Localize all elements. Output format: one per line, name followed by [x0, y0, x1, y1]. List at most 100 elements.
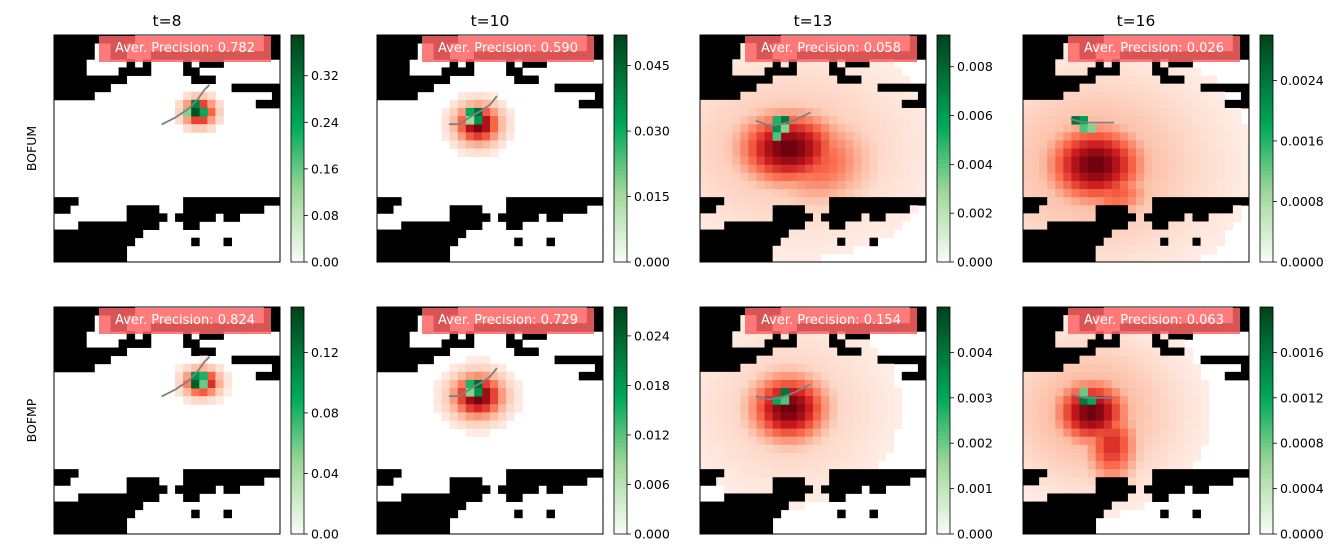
heatmap-cell: [441, 221, 451, 230]
heatmap-cell: [780, 140, 790, 149]
heatmap-cell: [837, 59, 846, 68]
heatmap-cell: [393, 35, 402, 44]
heatmap-cell: [1023, 156, 1032, 166]
heatmap-cell: [877, 444, 887, 454]
heatmap-cell: [223, 379, 232, 389]
heatmap-cell: [1031, 189, 1040, 198]
heatmap-cell: [70, 91, 79, 101]
heatmap-cell: [1087, 75, 1097, 85]
heatmap-cell: [1184, 412, 1193, 421]
heatmap-cell: [1087, 213, 1097, 222]
heatmap-cell: [813, 213, 822, 222]
heatmap-cell: [183, 363, 192, 373]
heatmap-cell: [861, 404, 870, 413]
heatmap-cell: [796, 164, 806, 174]
heatmap-cell: [1184, 213, 1193, 222]
heatmap-cell: [1031, 140, 1040, 149]
heatmap-cell: [481, 428, 491, 438]
heatmap-cell: [813, 339, 822, 348]
heatmap-cell: [1031, 180, 1040, 190]
heatmap-cell: [788, 412, 798, 421]
heatmap-cell: [829, 245, 838, 255]
heatmap-cell: [255, 83, 265, 93]
heatmap-cell: [700, 124, 709, 133]
heatmap-cell: [449, 493, 459, 502]
heatmap-cell: [1240, 315, 1250, 324]
heatmap-cell: [1127, 237, 1137, 247]
heatmap-cell: [708, 35, 717, 44]
heatmap-cell: [716, 221, 725, 230]
heatmap-cell: [1047, 156, 1056, 166]
heatmap-cell: [1079, 229, 1088, 239]
heatmap-cell: [1079, 253, 1088, 263]
heatmap-cell: [1111, 189, 1121, 198]
heatmap-cell: [748, 197, 757, 206]
heatmap-cell: [1152, 428, 1161, 438]
heatmap-cell: [1071, 229, 1080, 239]
heatmap-cell: [401, 253, 410, 263]
heatmap-cell: [457, 116, 467, 125]
heatmap-cell: [1039, 436, 1048, 446]
heatmap-cell: [885, 83, 895, 93]
heatmap-cell: [1119, 347, 1129, 357]
ground-truth-cell: [772, 132, 782, 141]
heatmap-cell: [1095, 253, 1105, 263]
heatmap-cell: [1144, 436, 1153, 446]
heatmap-cell: [231, 197, 241, 206]
heatmap-cell: [1192, 396, 1201, 405]
heatmap-cell: [821, 396, 830, 405]
heatmap-cell: [1240, 371, 1250, 381]
heatmap-cell: [1079, 221, 1088, 230]
heatmap-cell: [1208, 148, 1218, 158]
heatmap-cell: [861, 229, 870, 239]
heatmap-cell: [247, 197, 257, 206]
heatmap-cell: [1071, 412, 1080, 421]
heatmap-cell: [853, 469, 862, 478]
heatmap-cell: [62, 83, 71, 93]
heatmap-cell: [780, 412, 790, 421]
heatmap-cell: [498, 99, 507, 109]
heatmap-cell: [1127, 388, 1137, 397]
heatmap-cell: [1127, 436, 1137, 446]
heatmap-cell: [1047, 379, 1056, 389]
heatmap-cell: [1023, 315, 1032, 324]
heatmap-cell: [1071, 172, 1080, 182]
heatmap-cell: [861, 172, 870, 182]
heatmap-cell: [207, 469, 216, 478]
heatmap-cell: [788, 436, 798, 446]
heatmap-cell: [473, 485, 483, 494]
trajectory-line: [448, 367, 498, 398]
heatmap-cell: [1240, 124, 1250, 133]
heatmap-cell: [764, 221, 774, 230]
heatmap-cell: [401, 237, 410, 247]
heatmap-cell: [62, 205, 71, 214]
heatmap-cell: [748, 99, 757, 109]
average-precision-box: [1068, 36, 1240, 62]
heatmap-cell: [764, 91, 774, 101]
heatmap-cell: [893, 412, 903, 421]
heatmap-cell: [385, 469, 394, 478]
heatmap-cell: [732, 83, 741, 93]
heatmap-cell: [756, 525, 765, 535]
heatmap-cell: [457, 91, 467, 101]
heatmap-cell: [716, 51, 725, 60]
heatmap-cell: [780, 189, 790, 198]
heatmap-cell: [780, 331, 790, 340]
heatmap-cell: [796, 75, 806, 85]
heatmap-cell: [1152, 172, 1161, 182]
heatmap-cell: [191, 75, 200, 85]
heatmap-cell: [740, 379, 749, 389]
heatmap-cell: [1119, 91, 1129, 101]
heatmap-cell: [546, 477, 555, 486]
heatmap-cell: [861, 461, 870, 470]
heatmap-cell: [1168, 363, 1177, 373]
heatmap-cell: [724, 205, 733, 214]
heatmap-cell: [1160, 452, 1169, 462]
heatmap-cell: [1232, 107, 1242, 117]
heatmap-cell: [1095, 469, 1105, 478]
heatmap-cell: [845, 75, 854, 85]
heatmap-cell: [449, 116, 459, 125]
heatmap-cell: [1055, 213, 1064, 222]
heatmap-cell: [837, 91, 846, 101]
colorbar-tick-label: 0.018: [634, 378, 670, 393]
